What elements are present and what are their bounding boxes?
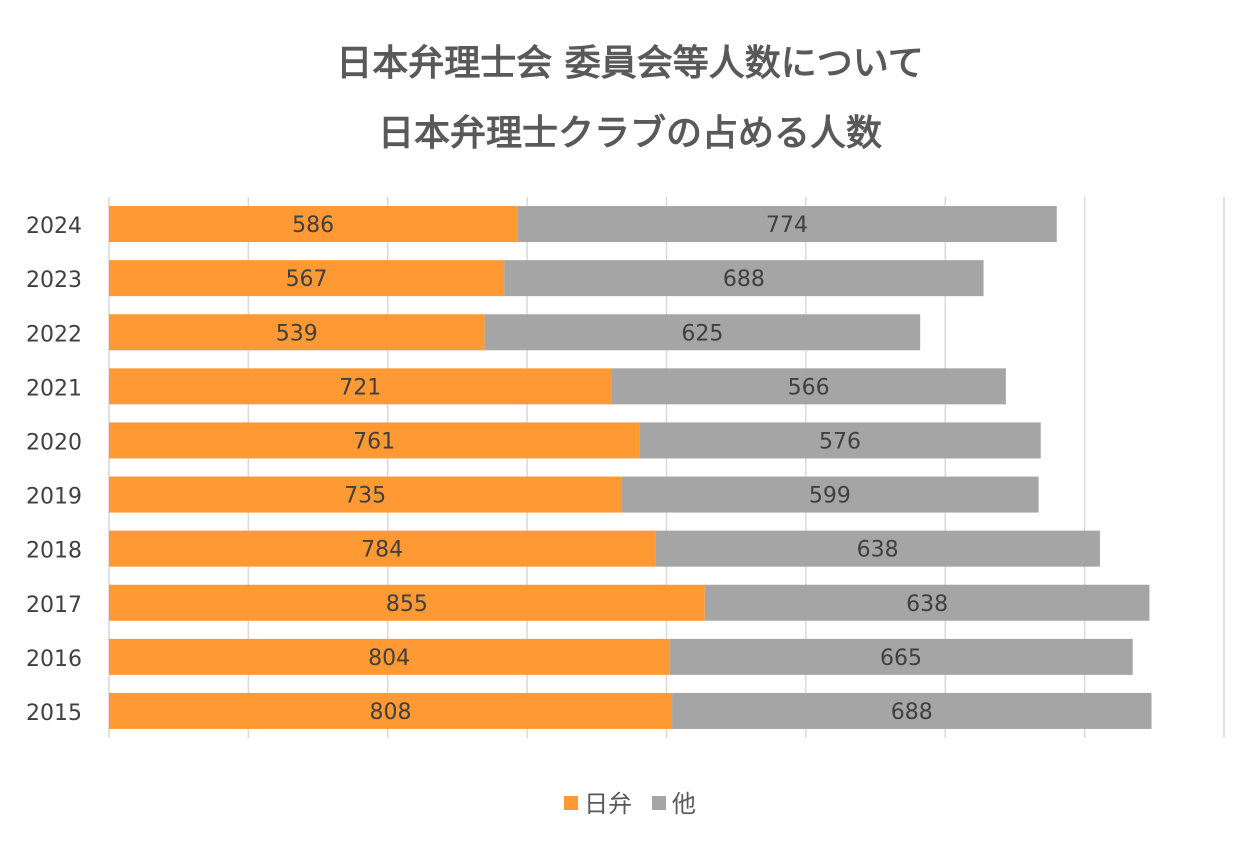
legend-item-other: 他	[651, 784, 696, 819]
bar-segment	[109, 530, 656, 567]
data-label: 774	[766, 213, 808, 238]
data-label: 625	[681, 321, 723, 346]
legend-swatch-other	[651, 796, 666, 810]
bar-segment	[611, 368, 1006, 405]
data-label: 567	[286, 267, 328, 292]
data-label: 665	[880, 646, 922, 671]
bar-segment	[109, 314, 485, 351]
category-label: 2021	[26, 376, 82, 401]
category-label: 2018	[26, 539, 82, 564]
legend-item-nichiben: 日弁	[564, 784, 632, 819]
category-label: 2022	[26, 322, 82, 347]
bar-segment	[669, 638, 1133, 675]
bar-segment	[109, 692, 673, 729]
bar-segment	[504, 260, 984, 297]
legend-swatch-nichiben	[564, 796, 579, 810]
category-label: 2016	[26, 647, 82, 672]
data-label: 721	[339, 375, 381, 400]
data-label: 688	[723, 267, 765, 292]
bar-segment	[109, 422, 640, 459]
data-label: 539	[276, 321, 318, 346]
data-label: 638	[906, 592, 948, 617]
bar-segment	[109, 368, 612, 405]
chart-title-line-2: 日本弁理士クラブの占める人数	[377, 113, 882, 154]
legend-label-other: 他	[671, 790, 696, 818]
bar-segment	[484, 314, 921, 351]
data-label: 586	[292, 213, 334, 238]
data-label: 688	[891, 700, 933, 725]
category-label: 2017	[26, 593, 82, 618]
legend-label-nichiben: 日弁	[584, 790, 633, 818]
chart-legend: 日弁 他	[0, 784, 1260, 819]
category-label: 2024	[26, 214, 82, 239]
data-label: 808	[370, 700, 412, 725]
bar-segment	[109, 584, 705, 621]
bar-segment	[672, 692, 1152, 729]
bar-segment	[109, 638, 670, 675]
data-label: 638	[857, 538, 899, 563]
category-label: 2020	[26, 430, 82, 455]
category-label: 2015	[26, 701, 82, 726]
bar-segment	[109, 260, 505, 297]
bar-segment	[621, 476, 1039, 513]
chart-title-line-1: 日本弁理士会 委員会等人数について	[336, 43, 924, 84]
data-label: 784	[361, 538, 403, 563]
category-label: 2023	[26, 268, 82, 293]
data-label: 804	[368, 646, 410, 671]
bar-segment	[639, 422, 1041, 459]
bar-segment	[517, 206, 1057, 243]
bar-segment	[109, 476, 622, 513]
data-label: 576	[819, 429, 861, 454]
data-label: 761	[353, 429, 395, 454]
data-label: 855	[386, 592, 428, 617]
bar-segment	[704, 584, 1150, 621]
data-label: 599	[809, 484, 851, 509]
data-label: 735	[344, 484, 386, 509]
data-label: 566	[788, 375, 830, 400]
category-label: 2019	[26, 485, 82, 510]
bar-segment	[655, 530, 1100, 567]
bar-segment	[109, 206, 518, 243]
